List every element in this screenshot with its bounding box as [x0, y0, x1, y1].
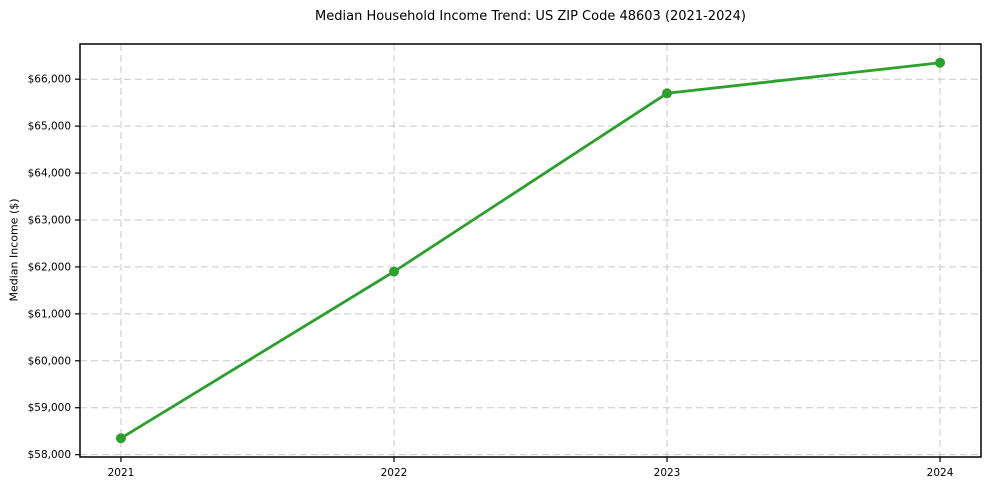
x-tick-label: 2021 [108, 467, 135, 479]
y-tick-label: $60,000 [28, 355, 71, 367]
x-tick-label: 2023 [654, 467, 681, 479]
y-tick-label: $63,000 [28, 214, 71, 226]
trend-line [119, 61, 942, 440]
y-tick-label: $62,000 [28, 261, 71, 273]
data-point [662, 88, 673, 99]
data-point [388, 266, 399, 277]
data-point [115, 433, 126, 444]
data-point [935, 57, 946, 68]
y-tick-label: $66,000 [28, 74, 71, 86]
y-tick-label: $58,000 [28, 449, 71, 461]
y-tick-label: $61,000 [28, 308, 71, 320]
y-tick-label: $65,000 [28, 121, 71, 133]
y-tick-label: $59,000 [28, 402, 71, 414]
x-tick-label: 2024 [927, 467, 954, 479]
y-tick-label: $64,000 [28, 168, 71, 180]
chart-title: Median Household Income Trend: US ZIP Co… [315, 9, 746, 24]
x-tick-label: 2022 [381, 467, 408, 479]
plot-frame [79, 43, 982, 458]
